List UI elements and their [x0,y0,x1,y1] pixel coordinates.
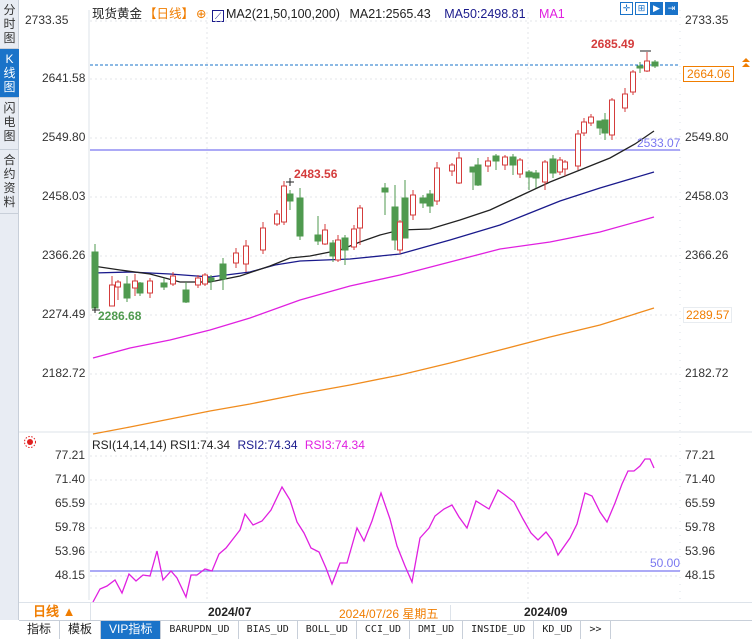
move-end-icon[interactable]: ⇥ [665,2,678,15]
price-tick-right: 2366.26 [685,248,729,262]
sidebar: 分时图 K线图 闪电图 合约资料 [0,0,19,620]
tab-barupdn[interactable]: BARUPDN_UD [161,621,239,639]
chart-tools: ✛ ⊞ ▶ ⇥ [620,2,678,15]
price-tick-left: 2274.49 [42,307,86,321]
rsi-tick-left: 48.15 [55,568,86,582]
rsi-tick-right: 77.21 [685,448,716,462]
crosshair-tool-icon[interactable]: ✛ [620,2,633,15]
tab-bias[interactable]: BIAS_UD [239,621,298,639]
ma200-price-tag: 2289.57 [683,307,733,323]
high-price-label: 2685.49 [591,37,635,51]
tab-flash-chart[interactable]: 闪电图 [0,98,19,150]
hline-value-label: 2533.07 [637,136,681,150]
period-tag: 【日线】 [144,7,195,21]
tab-contract-info[interactable]: 合约资料 [0,150,19,214]
rsi-tick-left: 59.78 [55,520,86,534]
indicator-tabs: 指标 模板 VIP指标 BARUPDN_UD BIAS_UD BOLL_UD C… [19,620,752,639]
rsi-header: RSI(14,14,14) RSI1:74.34 RSI2:74.34 RSI3… [92,438,365,452]
tab-boll[interactable]: BOLL_UD [298,621,357,639]
rsi2-value: RSI2:74.34 [237,438,298,452]
tab-dmi[interactable]: DMI_UD [410,621,464,639]
current-price-tag: 2664.06 [683,66,735,82]
ma-label: MA2(21,50,100,200) [226,7,340,21]
candlesticks [91,50,659,313]
rsi3-value: RSI3:74.34 [304,438,365,452]
date-label-sep: 2024/09 [524,605,568,619]
instrument-name: 现货黄金 [92,7,143,21]
rsi-tick-right: 65.59 [685,496,716,510]
shift-right-icon[interactable]: ▶ [650,2,663,15]
ma50-value: MA50:2498.81 [444,7,526,21]
tab-templates[interactable]: 模板 [60,621,102,639]
crosshair-icon[interactable]: ⊕ [196,7,207,21]
period-selector[interactable]: 日线 ▲ [19,603,91,621]
rsi1-value: RSI1:74.34 [170,438,231,452]
rsi-tick-right: 48.15 [685,568,716,582]
price-tick-right: 2733.35 [685,13,729,27]
tab-indicators[interactable]: 指标 [19,621,61,639]
price-tick-left: 2733.35 [25,13,69,27]
date-label-jul: 2024/07 [208,605,252,619]
tab-label: K线图 [3,52,16,94]
rsi-tick-left: 71.40 [55,472,86,486]
ma21-value: MA21:2565.43 [349,7,431,21]
cursor-date: 2024/07/26 星期五 [339,605,452,622]
price-tick-right: 2458.03 [685,189,729,203]
price-tick-left: 2641.58 [42,71,86,85]
rsi-label: RSI(14,14,14) [92,438,167,452]
price-tick-right: 2549.80 [685,130,729,144]
more-tabs-button[interactable]: >> [581,621,611,639]
tab-label: 分时图 [3,3,16,45]
price-tick-left: 2549.80 [42,130,86,144]
rsi-tick-left: 77.21 [55,448,86,462]
price-tick-left: 2182.72 [42,366,86,380]
chart-header: 现货黄金 【日线】 ⊕ ⟋ MA2(21,50,100,200) MA21:2565.… [92,3,567,22]
rsi-tick-left: 65.59 [55,496,86,510]
rsi-tick-right: 71.40 [685,472,716,486]
rsi-level-label: 50.00 [650,556,681,570]
tab-label: 闪电图 [3,101,16,143]
tab-inside[interactable]: INSIDE_UD [463,621,535,639]
low-price-label: 2286.68 [98,309,142,323]
tab-time-chart[interactable]: 分时图 [0,0,19,49]
tab-vip-indicators[interactable]: VIP指标 [101,621,162,639]
rsi-tick-left: 53.96 [55,544,86,558]
rsi-tick-right: 53.96 [685,544,716,558]
tab-kd[interactable]: KD_UD [534,621,582,639]
date-axis: 日线 ▲ 2024/07 2024/07/26 星期五 2024/09 [19,602,752,622]
indicator-chart-icon[interactable]: ⟋ [212,10,224,22]
rsi-settings-icon [27,439,33,445]
ma1-label: MA1 [539,7,565,21]
price-tick-left: 2366.26 [42,248,86,262]
price-tick-left: 2458.03 [42,189,86,203]
rsi-tick-right: 59.78 [685,520,716,534]
tab-cci[interactable]: CCI_UD [357,621,411,639]
zoom-range-icon[interactable]: ⊞ [635,2,648,15]
tab-label: 合约资料 [3,153,16,209]
price-tick-right: 2182.72 [685,366,729,380]
tab-kline-chart[interactable]: K线图 [0,49,19,98]
swing-high-label: 2483.56 [294,167,338,181]
